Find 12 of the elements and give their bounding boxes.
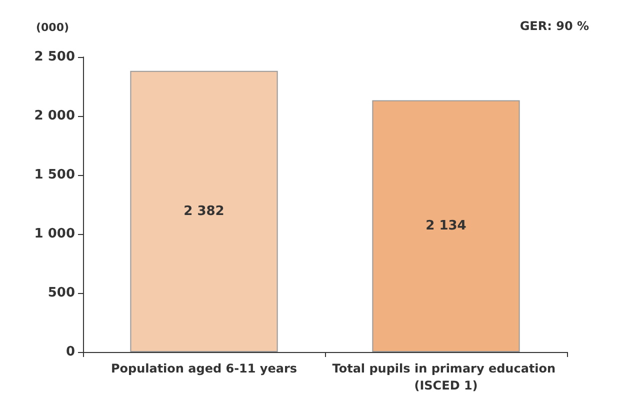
text: GER: 90 % bbox=[520, 19, 590, 33]
data-label: 2 134 bbox=[426, 218, 466, 234]
y-tick-label: 2 000 bbox=[34, 108, 75, 124]
y-tick-label: 2 500 bbox=[34, 50, 75, 64]
x-tick-label: Total pupils in primary education (ISCED 1) bbox=[332, 362, 560, 392]
y-tick-label: 1 000 bbox=[34, 226, 75, 242]
y-tick-label: 0 bbox=[66, 344, 75, 360]
y-tick-label: 1 500 bbox=[34, 168, 75, 182]
y-axis-title: (000) bbox=[36, 21, 70, 34]
data-label: 2 382 bbox=[184, 204, 224, 219]
x-tick-label: Population aged 6-11 years bbox=[110, 362, 298, 376]
y-tick-label: 500 bbox=[48, 286, 75, 300]
